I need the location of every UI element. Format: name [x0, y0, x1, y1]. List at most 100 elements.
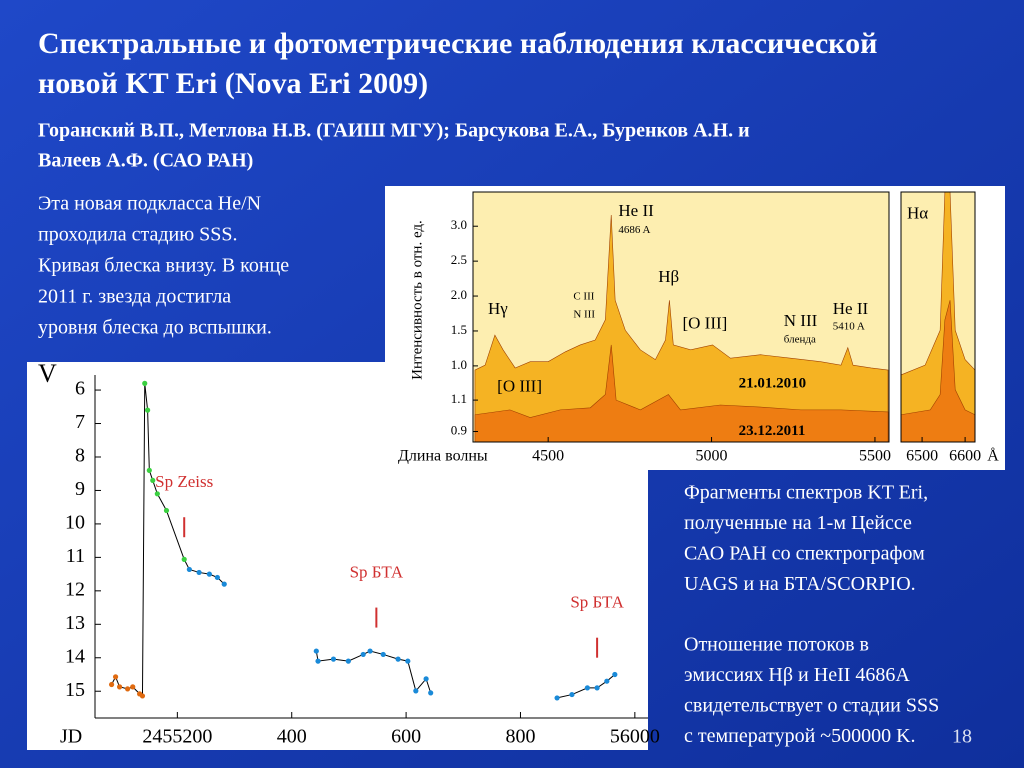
annotation: N III [573, 308, 595, 320]
annotation: Hα [907, 203, 928, 222]
annotation: 4686 A [618, 224, 650, 236]
x-tick-label: 56000 [610, 726, 660, 748]
data-point [112, 674, 119, 680]
annotation: 21.01.2010 [739, 375, 807, 391]
y-tick-label: 1.1 [451, 391, 467, 406]
x-tick-label: 600 [391, 726, 421, 748]
y-axis-label: V [38, 359, 57, 388]
x-tick-label: 5500 [859, 448, 891, 465]
slide-number: 18 [952, 726, 972, 748]
data-point [428, 690, 434, 696]
data-point [206, 571, 212, 577]
data-point [345, 658, 351, 664]
y-tick-label: 3.0 [451, 217, 467, 232]
y-tick-label: 15 [65, 679, 85, 701]
left-text-lines: проходила стадию SSS. [38, 224, 238, 246]
data-point [214, 574, 220, 581]
y-tick-label: 14 [65, 645, 85, 667]
y-tick-label: 13 [65, 612, 85, 634]
annotation: Sp БТА [570, 593, 624, 612]
y-tick-label: 1.5 [451, 322, 467, 337]
y-tick-label: 1.0 [451, 357, 467, 372]
data-point [395, 656, 401, 662]
annotation: He II [833, 299, 869, 318]
spectrum-area [474, 215, 889, 443]
data-point [124, 686, 131, 692]
annotation: [O III] [682, 314, 727, 333]
y-tick-label: 10 [65, 512, 85, 534]
annotation: 5410 A [833, 320, 865, 332]
x-tick-label: 4500 [532, 448, 564, 465]
data-point [221, 581, 227, 587]
data-point [142, 380, 148, 386]
annotation: C III [573, 290, 594, 302]
right-text2-lines: с температурой ~500000 K. [684, 725, 916, 747]
data-point [584, 685, 590, 691]
y-tick-label: 12 [65, 578, 85, 600]
authors-lines: Валеев А.Ф. (САО РАН) [38, 150, 253, 172]
annotation: Hβ [658, 267, 679, 286]
data-point [594, 685, 600, 691]
title-lines: Спектральные и фотометрические наблюдени… [38, 27, 877, 60]
data-point [181, 556, 187, 562]
annotation: N III [784, 311, 818, 330]
data-point [163, 507, 170, 514]
y-tick-label: 11 [66, 545, 85, 567]
data-point [108, 681, 115, 688]
y-tick-label: 9 [75, 478, 85, 500]
data-point [150, 477, 156, 484]
y-tick-label: 2.0 [451, 287, 467, 302]
annotation: 23.12.2011 [739, 423, 806, 439]
y-axis-label: Интенсивность в отн. ед. [409, 220, 425, 380]
x-tick-label: 5000 [696, 448, 728, 465]
data-point [186, 566, 192, 573]
annotation: Sp Zeiss [155, 472, 213, 491]
data-point [130, 684, 136, 690]
y-tick-label: 7 [75, 411, 85, 433]
data-point [330, 656, 337, 662]
annotation: Sp БТА [350, 562, 404, 581]
plot-frame [900, 191, 976, 443]
right-text-lines: Фрагменты спектров KT Eri, [684, 482, 928, 504]
spectrum: 3.0 2.5 2.0 1.5 1.0 1.1 0.9 4500 5000 5500 Длина в… [398, 191, 999, 465]
x-tick-label: 6600 [949, 448, 981, 465]
left-text-lines: Кривая блеска внизу. В конце [38, 255, 289, 277]
y-tick-label: 6 [75, 378, 85, 400]
y-tick-label: 8 [75, 445, 85, 467]
x-tick-label: 800 [505, 726, 535, 748]
data-point [380, 651, 386, 658]
right-text-lines: UAGS и на БТА/SCORPIO. [684, 573, 916, 595]
title-lines: новой KT Eri (Nova Eri 2009) [38, 67, 428, 100]
data-point [315, 658, 321, 664]
x-tick-label: 2455200 [142, 726, 212, 748]
data-point [196, 569, 202, 576]
y-tick-label: 0.9 [451, 423, 467, 438]
data-point [405, 658, 411, 664]
spectrum-area [474, 344, 889, 443]
right-text-lines: САО РАН со спектрографом [684, 543, 925, 565]
data-point [423, 676, 429, 682]
data-point [154, 491, 160, 497]
data-point [612, 671, 618, 678]
data-point [360, 651, 366, 658]
left-text-lines: уровня блеска до вспышки. [38, 317, 272, 339]
data-point [569, 691, 575, 698]
x-axis-label: Длина волны [398, 448, 488, 465]
right-text2-lines: Отношение потоков в [684, 634, 869, 656]
slide-text: Спектральные и фотометрические наблюдени… [38, 27, 972, 748]
x-axis-label: JD [60, 726, 82, 748]
data-point [604, 678, 610, 684]
x-tick-label: 6500 [906, 448, 938, 465]
x-tick-label: 400 [277, 726, 307, 748]
y-tick-label: 2.5 [451, 252, 467, 267]
data-point [146, 467, 152, 473]
annotation: бленда [784, 334, 816, 346]
annotation: [O III] [497, 376, 542, 395]
data-point [367, 648, 373, 654]
right-text-lines: полученные на 1-м Цейссе [684, 512, 912, 534]
data-point [139, 693, 146, 699]
data-point [413, 688, 419, 694]
data-point [554, 695, 560, 701]
right-text2-lines: свидетельствует о стадии SSS [684, 695, 939, 717]
